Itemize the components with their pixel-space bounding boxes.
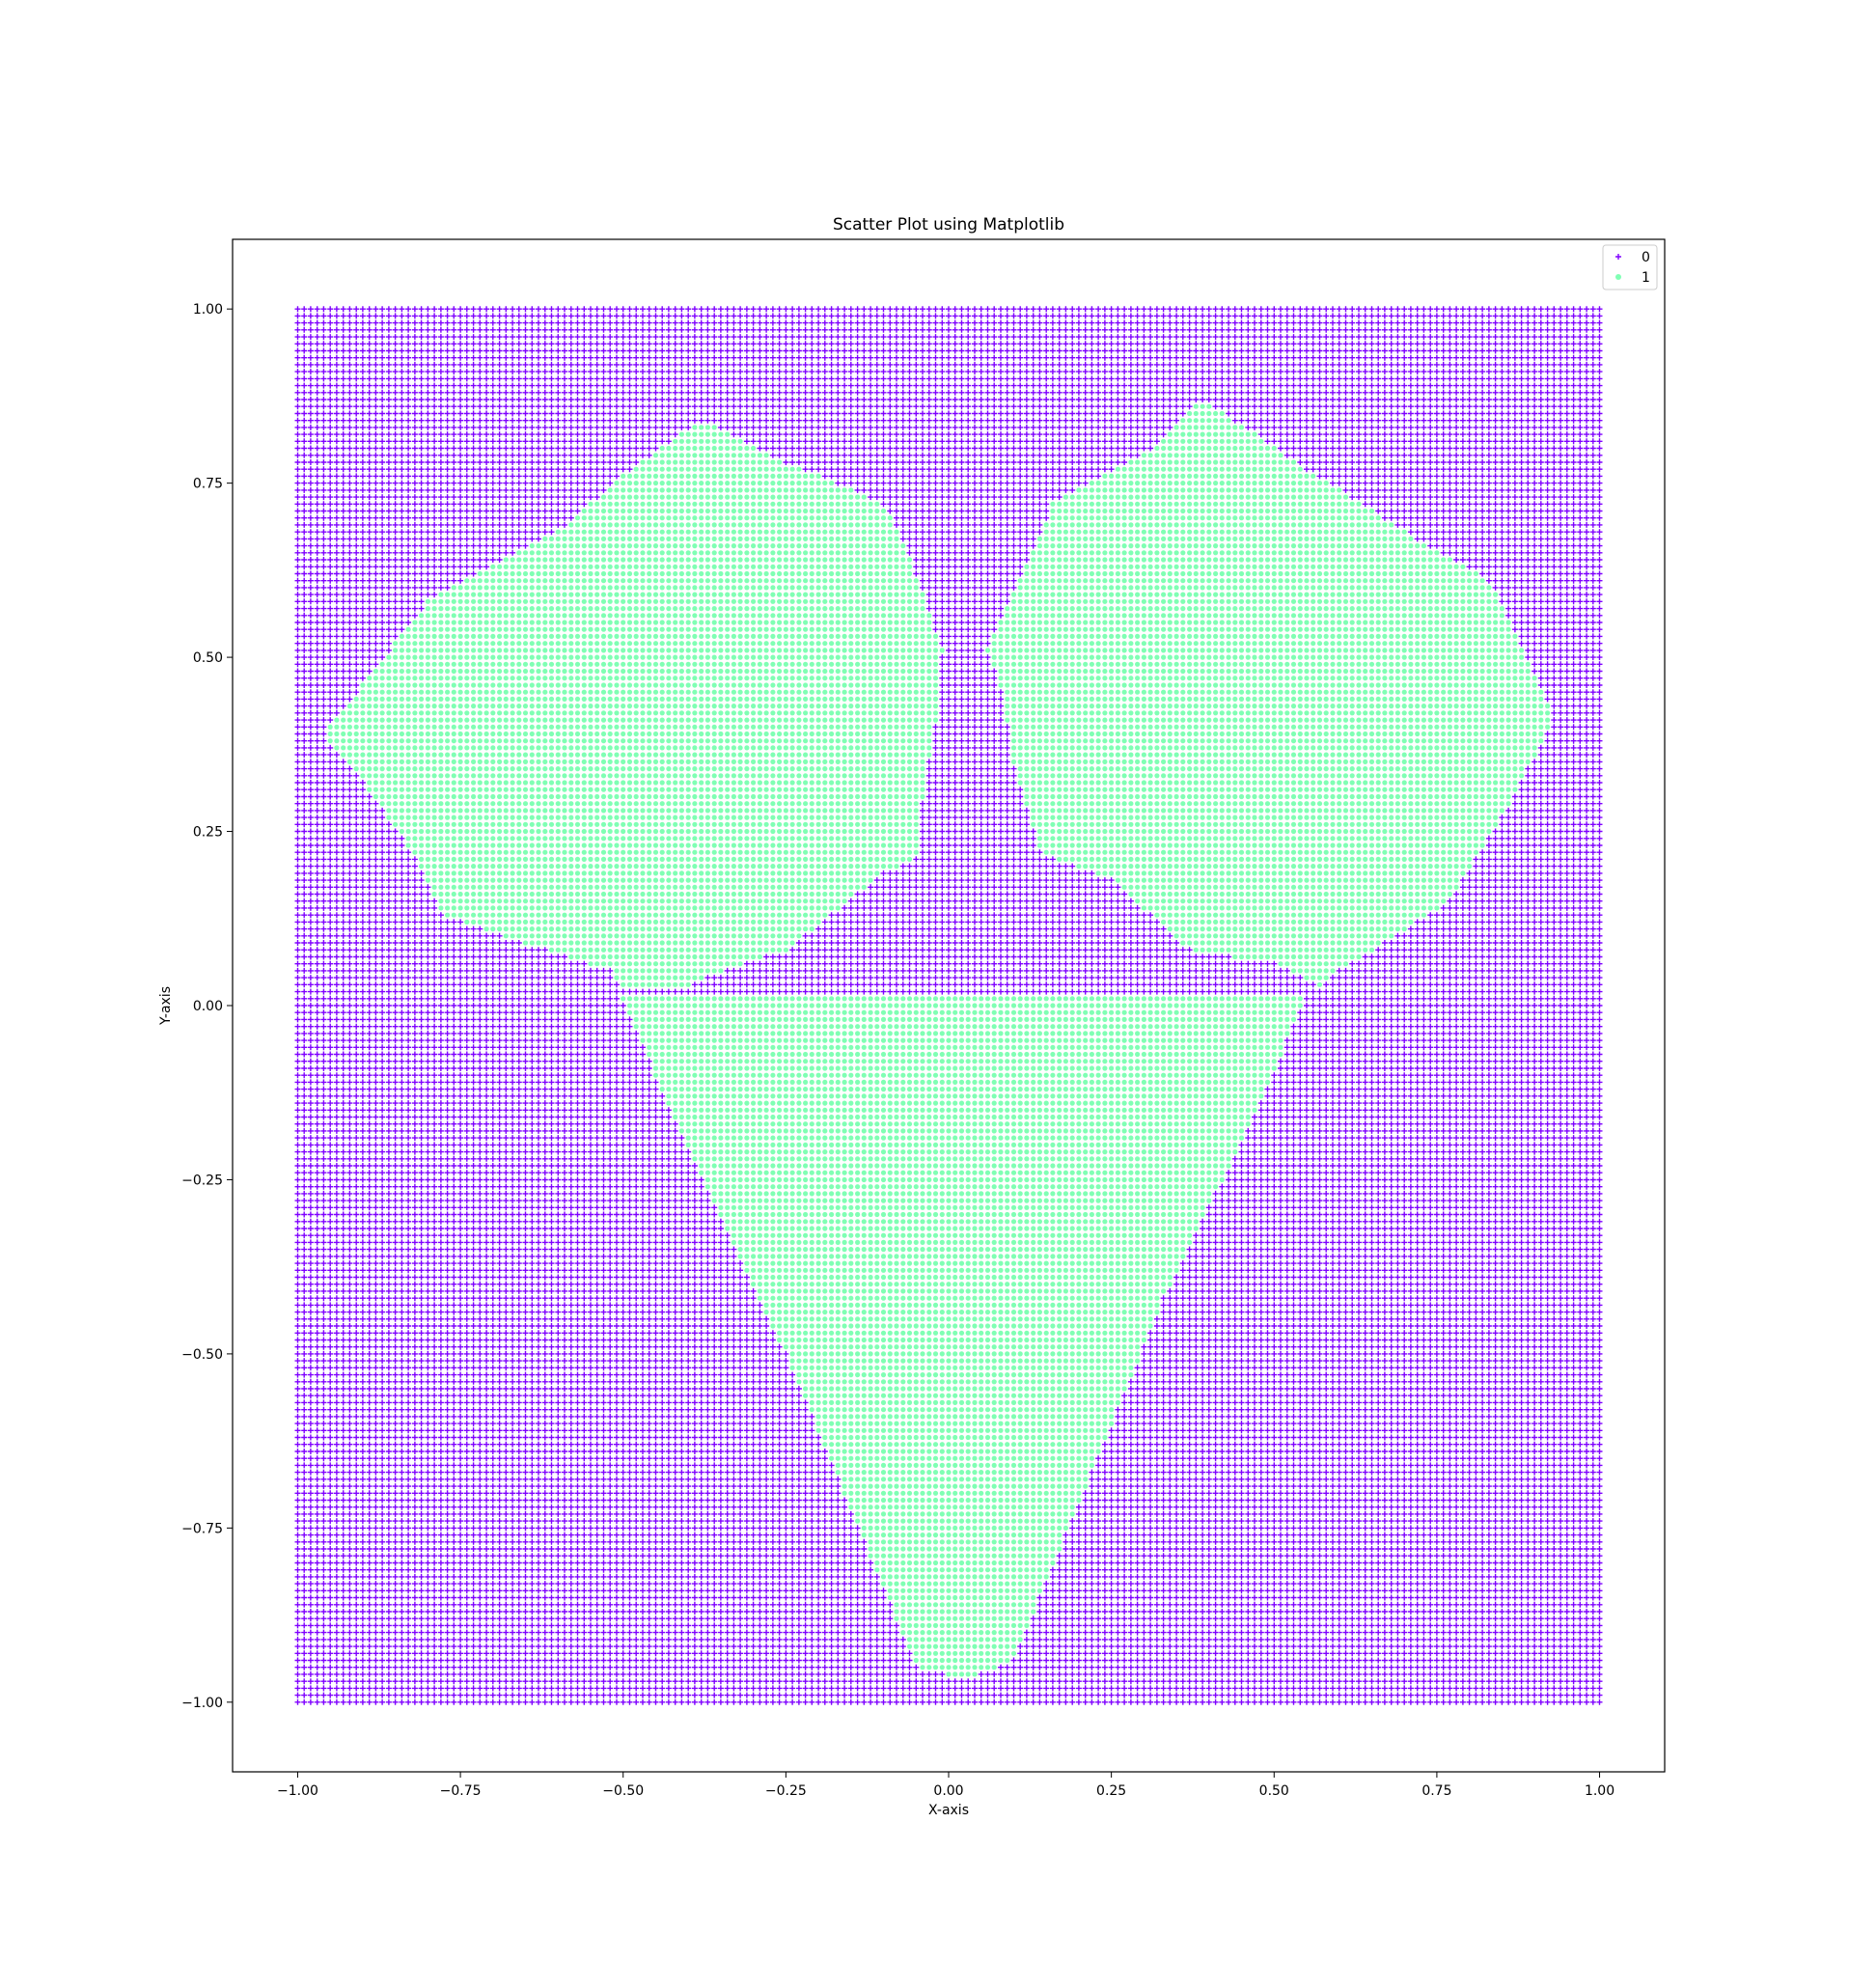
- plot-area: [233, 239, 1665, 1772]
- chart-title: Scatter Plot using Matplotlib: [833, 215, 1064, 235]
